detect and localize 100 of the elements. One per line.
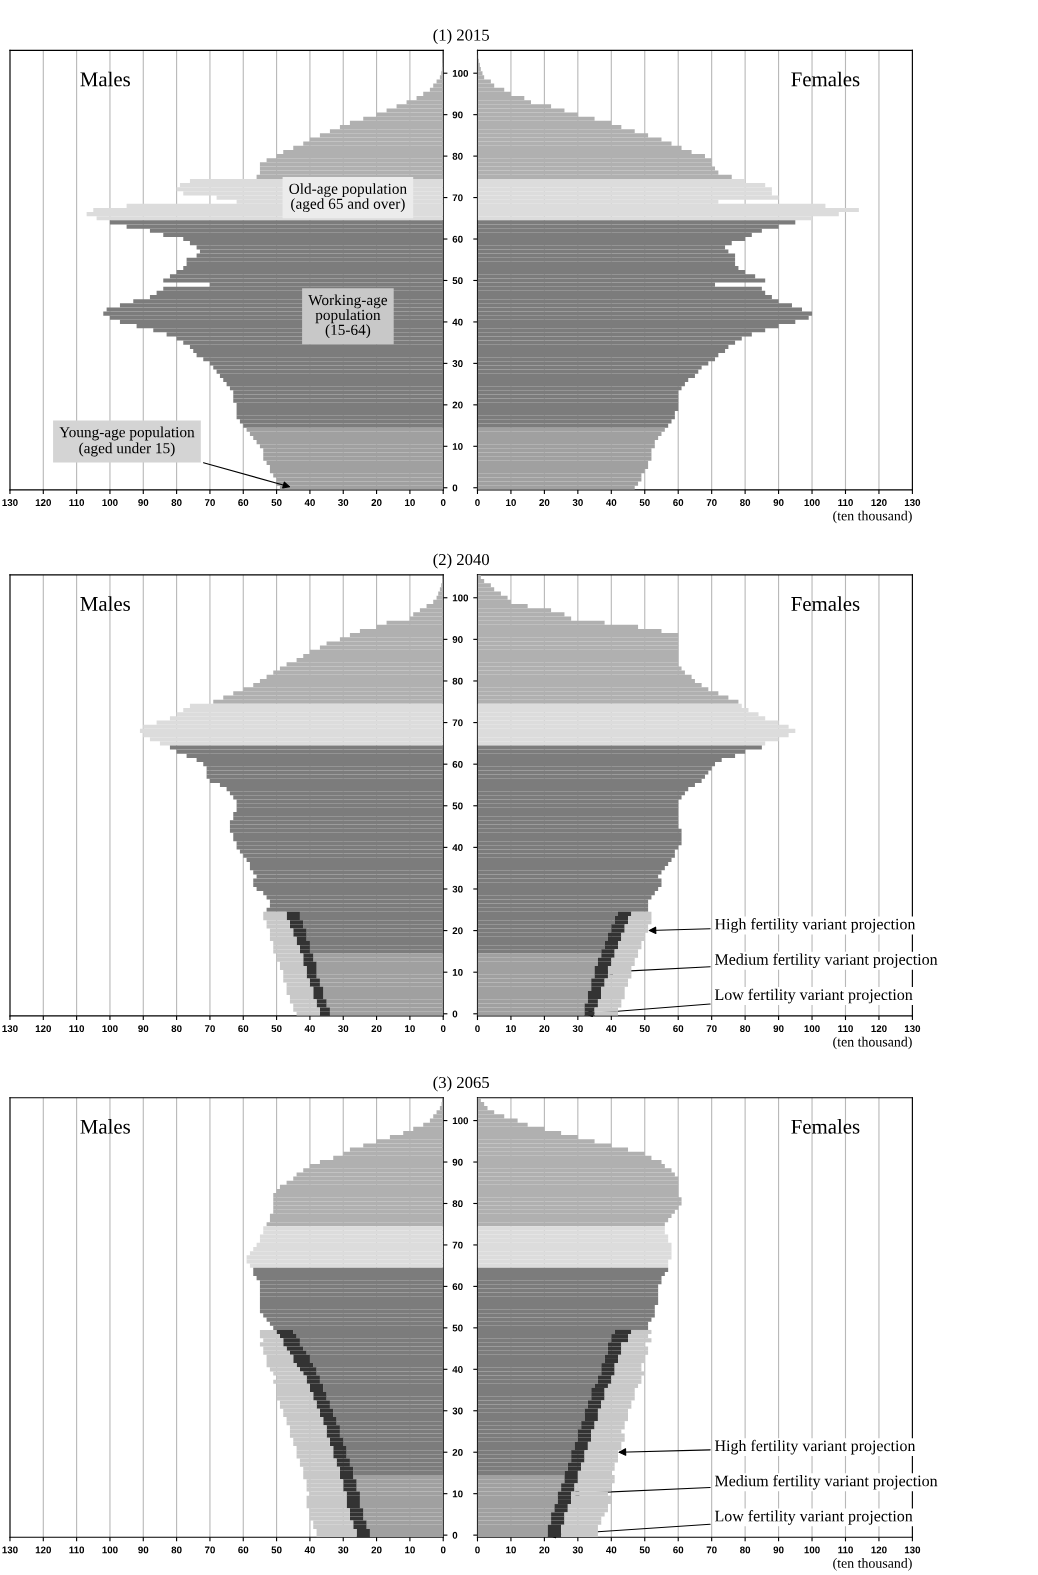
x-tick-label: 20 (539, 1025, 550, 1033)
y-tick-label: 30 (452, 885, 463, 893)
chart-title: (3) 2065 (433, 1076, 489, 1092)
x-tick-label: 110 (69, 1025, 85, 1033)
x-tick-label: 70 (706, 499, 717, 506)
x-tick-label: 70 (204, 1025, 215, 1033)
x-tick-label: 110 (69, 1546, 85, 1554)
x-tick-label: 50 (271, 1546, 282, 1554)
x-tick-label: 70 (706, 1025, 717, 1033)
annotation: Females (791, 596, 860, 611)
x-tick-label: 30 (572, 499, 583, 507)
x-tick-label: 110 (838, 1025, 853, 1033)
y-tick-label: 10 (452, 1490, 463, 1498)
y-tick-label: 50 (452, 1324, 463, 1332)
x-tick-label: 90 (138, 1025, 149, 1033)
annotation: Medium fertility variant projection (714, 1474, 938, 1490)
x-tick-label: 30 (338, 1546, 349, 1554)
y-tick-label: 30 (452, 360, 463, 368)
y-tick-label: 70 (452, 194, 463, 202)
x-tick-label: 20 (539, 1546, 550, 1554)
y-tick-label: 0 (452, 1531, 458, 1539)
annotation: Old-age population (aged 65 and over) (289, 183, 407, 213)
annotation: Young-age population (aged under 15) (59, 426, 195, 457)
x-tick-label: 80 (171, 499, 182, 506)
x-tick-label: 100 (804, 1546, 820, 1554)
y-tick-label: 60 (452, 235, 463, 243)
x-tick-label: 80 (740, 499, 751, 506)
y-tick-label: 80 (452, 1200, 463, 1208)
x-tick-label: 120 (35, 499, 52, 506)
x-tick-label: 120 (35, 1546, 52, 1554)
y-tick-label: 20 (452, 927, 463, 935)
x-tick-label: 100 (102, 499, 118, 506)
x-tick-label: 100 (102, 1025, 118, 1033)
x-tick-label: 130 (904, 1546, 921, 1554)
x-tick-label: 60 (238, 499, 249, 506)
x-tick-label: 80 (171, 1546, 182, 1554)
y-tick-label: 100 (452, 594, 469, 602)
y-tick-label: 40 (452, 318, 463, 326)
y-tick-label: 100 (452, 69, 469, 77)
x-tick-label: 100 (804, 499, 820, 506)
x-tick-label: 40 (304, 499, 315, 506)
x-tick-label: 0 (440, 1546, 446, 1554)
x-tick-label: 130 (904, 499, 921, 507)
y-tick-label: 20 (452, 1448, 463, 1456)
annotation: High fertility variant projection (714, 918, 916, 933)
x-axis-title: (ten thousand) (833, 1036, 912, 1050)
y-tick-label: 10 (452, 443, 463, 450)
x-tick-label: 30 (572, 1546, 583, 1554)
x-tick-label: 40 (304, 1025, 315, 1033)
x-tick-label: 80 (171, 1025, 182, 1033)
x-tick-label: 120 (871, 1025, 887, 1033)
x-tick-label: 130 (2, 1546, 18, 1554)
x-tick-label: 110 (838, 1546, 853, 1554)
x-axis-title: (ten thousand) (833, 510, 912, 524)
y-tick-label: 20 (452, 401, 463, 409)
y-tick-label: 70 (452, 1241, 463, 1249)
x-tick-label: 10 (405, 499, 415, 506)
y-tick-label: 100 (452, 1117, 469, 1125)
y-tick-label: 90 (452, 636, 463, 643)
x-tick-label: 20 (371, 1546, 382, 1554)
x-tick-label: 0 (440, 1025, 446, 1033)
x-tick-label: 10 (506, 1546, 516, 1554)
x-tick-label: 40 (606, 499, 617, 506)
x-tick-label: 60 (673, 1546, 684, 1554)
x-tick-label: 110 (838, 499, 853, 506)
y-tick-label: 80 (452, 152, 463, 160)
x-tick-label: 90 (138, 1546, 149, 1554)
x-tick-label: 40 (606, 1546, 617, 1554)
annotation: Males (80, 71, 130, 87)
x-tick-label: 50 (639, 1546, 650, 1554)
chart-title: (2) 2040 (433, 553, 490, 569)
x-tick-label: 70 (204, 499, 215, 506)
x-tick-label: 50 (271, 1025, 282, 1033)
x-tick-label: 50 (639, 1025, 650, 1033)
y-tick-label: 80 (452, 677, 463, 685)
x-tick-label: 80 (740, 1546, 751, 1554)
y-tick-label: 40 (452, 844, 463, 851)
annotation: Low fertility variant projection (714, 1510, 913, 1525)
y-tick-label: 0 (452, 1010, 458, 1018)
x-tick-label: 60 (673, 1025, 684, 1033)
annotation: Females (791, 1119, 860, 1134)
y-tick-label: 90 (452, 1158, 463, 1166)
y-tick-label: 50 (452, 277, 463, 285)
x-tick-label: 130 (904, 1025, 921, 1033)
x-tick-label: 30 (338, 1025, 349, 1033)
annotation: Low fertility variant projection (714, 988, 913, 1004)
y-tick-label: 90 (452, 111, 463, 119)
x-tick-label: 90 (138, 499, 149, 506)
y-tick-label: 60 (452, 760, 463, 768)
x-tick-label: 80 (740, 1025, 751, 1033)
x-tick-label: 40 (606, 1025, 617, 1033)
x-tick-label: 10 (506, 1025, 516, 1033)
x-tick-label: 100 (804, 1025, 820, 1033)
x-tick-label: 70 (204, 1546, 215, 1554)
x-tick-label: 20 (371, 499, 382, 506)
annotation: High fertility variant projection (714, 1439, 916, 1455)
x-tick-label: 40 (304, 1546, 315, 1554)
x-tick-label: 20 (371, 1025, 382, 1033)
x-tick-label: 0 (475, 1025, 480, 1033)
annotation: Females (791, 71, 860, 87)
